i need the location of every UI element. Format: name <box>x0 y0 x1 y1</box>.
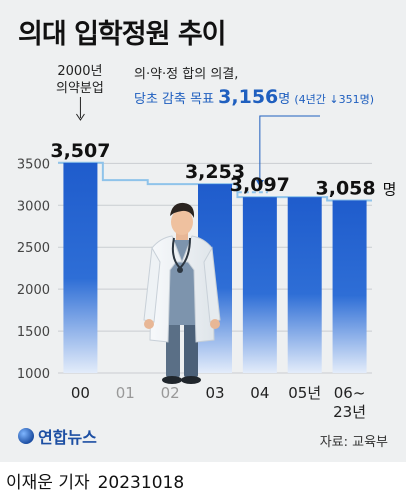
bar <box>63 162 98 373</box>
annotation-target-unit: 명 <box>278 92 291 107</box>
x-tick-label: 01 <box>116 384 135 402</box>
data-label: 3,058 <box>316 177 376 199</box>
credit-line: 이재운 기자 20231018 <box>6 468 184 493</box>
data-label: 3,097 <box>230 174 290 196</box>
annotation-agreement-line1: 의·약·정 합의 의결, <box>134 67 239 82</box>
annotation-agreement-target: 당초 감축 목표 3,156명 (4년간 ↓351명) <box>134 86 374 108</box>
y-tick-label: 3000 <box>17 199 50 214</box>
annotation-2000: 2000년 의약분업 <box>56 63 104 97</box>
annotation-target-prefix: 당초 감축 목표 <box>134 92 215 107</box>
y-tick-label: 2000 <box>17 283 50 298</box>
leader-lines <box>76 97 320 187</box>
leader-2000-arrow <box>76 113 85 121</box>
leader-target-arrow <box>255 180 264 187</box>
data-label: 3,507 <box>50 140 110 162</box>
y-tick-label: 1500 <box>17 325 50 340</box>
x-tick-label: 06~ <box>334 384 366 402</box>
x-tick-label: 03 <box>205 384 224 402</box>
publish-date: 20231018 <box>97 473 185 493</box>
x-tick-label: 02 <box>161 384 180 402</box>
x-tick-label: 00 <box>71 384 90 402</box>
data-label: 3,253 <box>185 161 245 183</box>
chart-title: 의대 입학정원 추이 <box>18 19 227 50</box>
y-tick-label: 1000 <box>17 367 50 382</box>
annotation-target-detail: (4년간 ↓351명) <box>294 93 375 106</box>
bars <box>63 162 367 373</box>
x-tick-label: 23년 <box>333 403 366 421</box>
annotation-2000-year: 2000년 <box>57 64 103 79</box>
y-tick-label: 2500 <box>17 241 50 256</box>
bar <box>332 200 367 373</box>
annotation-2000-event: 의약분업 <box>56 81 104 96</box>
logo-text: 연합뉴스 <box>38 428 97 447</box>
author: 이재운 기자 <box>6 473 90 493</box>
annotation-target-value: 3,156 <box>218 86 279 108</box>
x-tick-label: 04 <box>250 384 269 402</box>
y-axis-ticks: 1000 1500 2000 2500 3000 3500 <box>17 157 50 382</box>
y-tick-label: 3500 <box>17 157 50 172</box>
doctor-illustration <box>143 202 221 384</box>
x-tick-label: 05년 <box>288 384 321 402</box>
leader-target <box>259 115 320 186</box>
bar-chart: 1000 1500 2000 2500 3000 3500 00 01 02 03 04 05년 06… <box>17 97 396 421</box>
bar <box>287 197 322 373</box>
x-axis-labels: 00 01 02 03 04 05년 06~23년 <box>71 384 366 421</box>
yonhap-logo: 연합뉴스 <box>18 424 97 448</box>
source-note: 자료: 교육부 <box>319 435 388 450</box>
bar <box>242 197 277 373</box>
logo-mark-icon <box>18 428 34 444</box>
data-label-unit: 명 <box>383 180 397 198</box>
